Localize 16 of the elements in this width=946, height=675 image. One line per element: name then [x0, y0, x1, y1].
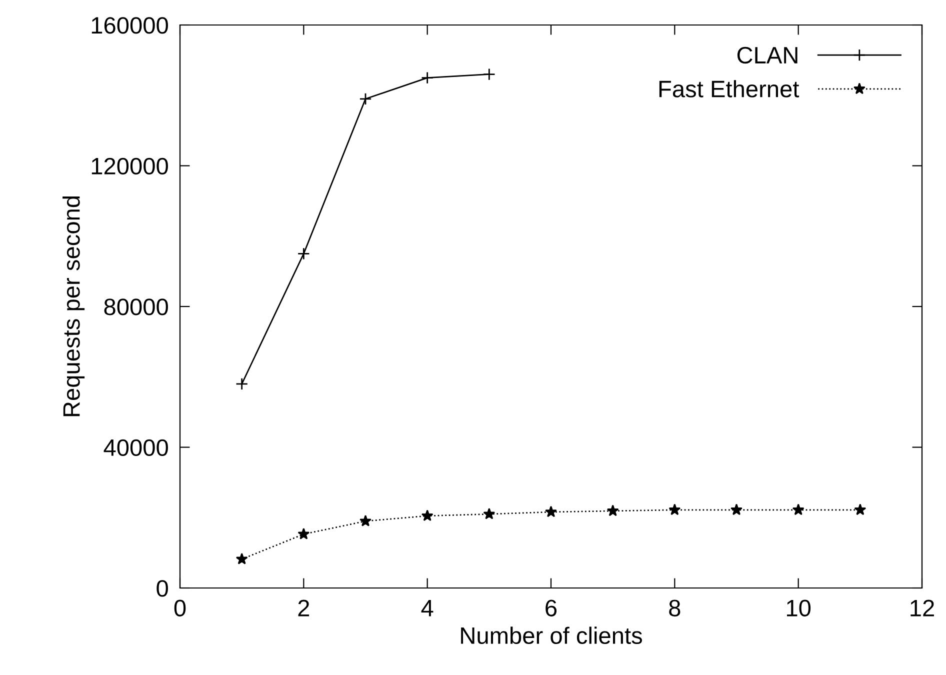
y-tick-label: 40000	[104, 439, 168, 456]
x-tick-label: 0	[174, 600, 186, 616]
x-tick-label: 8	[669, 600, 680, 616]
x-tick-label: 12	[910, 600, 934, 616]
legend-label: Fast Ethernet	[659, 80, 800, 98]
y-tick-label: 0	[156, 580, 168, 597]
legend-label: CLAN	[737, 46, 798, 64]
x-tick-label: 4	[421, 600, 434, 616]
x-tick-label: 6	[546, 600, 557, 616]
x-axis-title: Number of clients	[461, 626, 642, 644]
y-tick-label: 160000	[92, 17, 168, 34]
y-axis-title: Requests per second	[62, 196, 85, 416]
x-tick-label: 10	[787, 600, 811, 616]
x-tick-label: 2	[298, 600, 310, 616]
y-tick-label: 120000	[92, 158, 168, 175]
y-tick-label: 80000	[104, 298, 168, 316]
